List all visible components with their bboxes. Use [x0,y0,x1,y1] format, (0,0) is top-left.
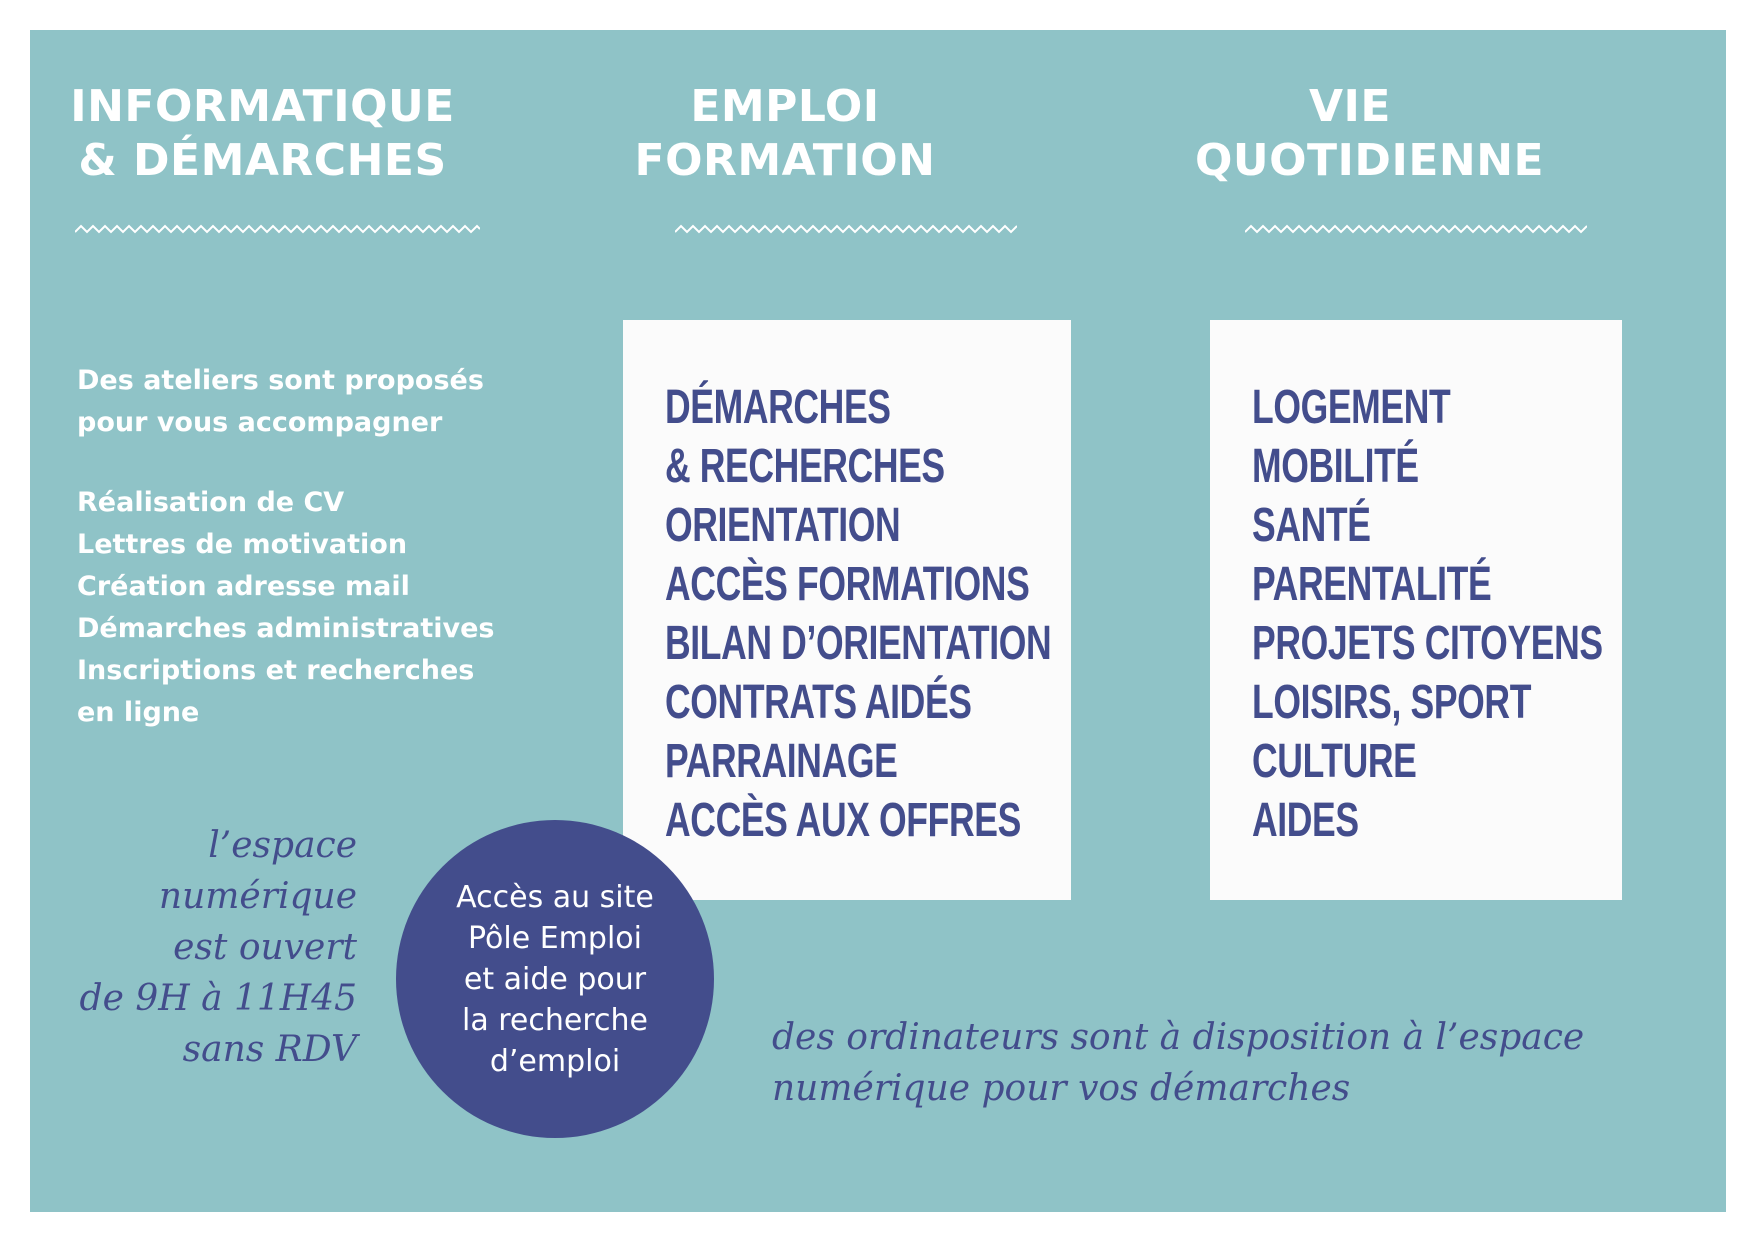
note-line: des ordinateurs sont à disposition à l’e… [772,1017,1585,1058]
note-line: numérique pour vos démarches [772,1068,1351,1109]
emploi-item: BILAN D’ORIENTATION [665,617,1052,670]
vie-item: PARENTALITÉ [1252,558,1492,611]
intro-line: pour vous accompagner [77,407,443,438]
badge-line: Pôle Emploi [468,920,642,956]
workshop-item: Lettres de motivation [77,529,408,560]
vie-item: AIDES [1252,794,1359,847]
wave-divider [1245,224,1587,234]
heading-vie-quotidienne: VIE QUOTIDIENNE [1195,80,1545,188]
vie-item: LOISIRS, SPORT [1252,676,1532,729]
intro-line: Des ateliers sont proposés [77,365,484,396]
emploi-item: ORIENTATION [665,499,901,552]
pole-emploi-badge: Accès au site Pôle Emploi et aide pour l… [396,820,714,1138]
badge-line: la recherche [462,1002,648,1038]
heading-line: INFORMATIQUE [70,81,455,132]
badge-line: Accès au site [456,879,654,915]
opening-hours: l’espace numérique est ouvert de 9H à 11… [60,820,357,1075]
workshop-item: en ligne [77,697,200,728]
computers-note: des ordinateurs sont à disposition à l’e… [772,1012,1672,1114]
heading-emploi: EMPLOI FORMATION [630,80,940,188]
emploi-list: DÉMARCHES & RECHERCHES ORIENTATION ACCÈS… [665,378,1187,850]
heading-line: & DÉMARCHES [78,135,447,186]
emploi-item: & RECHERCHES [665,440,945,493]
emploi-item: DÉMARCHES [665,381,891,434]
spacer [77,444,527,482]
emploi-item: CONTRATS AIDÉS [665,676,972,729]
heading-informatique: INFORMATIQUE & DÉMARCHES [70,80,455,188]
vie-list: LOGEMENT MOBILITÉ SANTÉ PARENTALITÉ PROJ… [1252,378,1726,850]
vie-item: MOBILITÉ [1252,440,1419,493]
wave-divider [75,224,480,234]
emploi-formation-box: DÉMARCHES & RECHERCHES ORIENTATION ACCÈS… [623,320,1071,900]
workshops-intro: Des ateliers sont proposés pour vous acc… [77,360,527,734]
heading-line: VIE [1309,81,1391,132]
hours-line: est ouvert [173,927,357,968]
vie-item: LOGEMENT [1252,381,1451,434]
hours-line: de 9H à 11H45 [79,978,357,1019]
workshop-item: Création adresse mail [77,571,410,602]
emploi-item: ACCÈS FORMATIONS [665,558,1030,611]
heading-line: QUOTIDIENNE [1195,135,1545,186]
heading-line: FORMATION [634,135,936,186]
workshop-item: Réalisation de CV [77,487,345,518]
emploi-item: ACCÈS AUX OFFRES [665,794,1021,847]
hours-line: numérique [158,876,357,917]
badge-line: et aide pour [463,961,647,997]
vie-quotidienne-box: LOGEMENT MOBILITÉ SANTÉ PARENTALITÉ PROJ… [1210,320,1622,900]
emploi-item: PARRAINAGE [665,735,898,788]
heading-line: EMPLOI [690,81,880,132]
vie-item: CULTURE [1252,735,1417,788]
badge-line: d’emploi [489,1043,621,1079]
hours-line: l’espace [208,825,357,866]
workshop-item: Inscriptions et recherches [77,655,475,686]
workshop-item: Démarches administratives [77,613,495,644]
vie-item: SANTÉ [1252,499,1371,552]
vie-item: PROJETS CITOYENS [1252,617,1603,670]
wave-divider [675,224,1017,234]
hours-line: sans RDV [182,1029,357,1070]
